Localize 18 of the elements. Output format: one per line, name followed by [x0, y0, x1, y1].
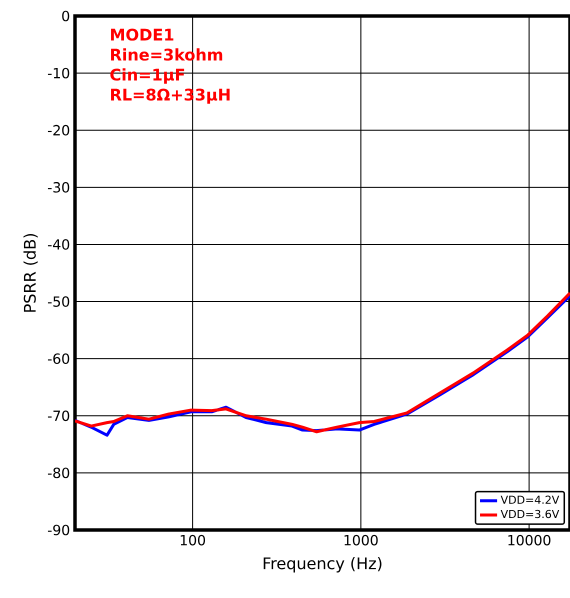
- y-tick-label: 0: [62, 10, 70, 22]
- y-tick-label: -70: [48, 410, 70, 422]
- legend-label: VDD=3.6V: [500, 510, 560, 518]
- x-tick-label: 100: [180, 534, 206, 546]
- x-tick-label: 1000: [344, 534, 378, 546]
- y-tick-label: -30: [48, 182, 70, 193]
- y-tick-label: -10: [48, 68, 70, 78]
- y-tick-label: -20: [48, 124, 70, 136]
- legend-label: VDD=4.2V: [500, 496, 560, 504]
- x-axis-title: Frequency (Hz): [264, 556, 382, 572]
- y-tick-label: -90: [48, 524, 70, 536]
- y-axis-title: PSRR (dB): [23, 234, 38, 312]
- y-tick-label: -80: [48, 468, 70, 478]
- annotation: MODE1: [111, 28, 174, 41]
- y-tick-label: -40: [48, 239, 70, 250]
- y-tick-label: -60: [48, 353, 70, 364]
- x-tick-label: 10000: [508, 534, 550, 546]
- y-tick-label: -50: [48, 296, 70, 307]
